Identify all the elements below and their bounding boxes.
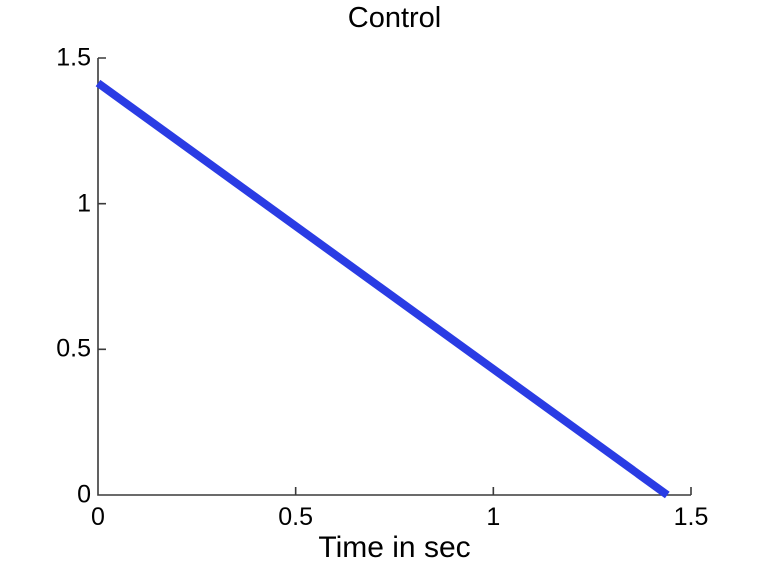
chart-title: Control: [347, 2, 442, 34]
x-tick-label: 1.5: [673, 503, 709, 531]
x-tick-label: 1: [486, 503, 501, 531]
y-tick-label: 0.5: [56, 334, 91, 363]
y-tick-label: 0: [77, 480, 91, 509]
x-tick-label: 0: [91, 503, 105, 531]
x-axis-label: Time in sec: [318, 531, 471, 564]
y-tick-label: 1: [77, 189, 91, 218]
y-tick-label: 1.5: [56, 43, 91, 72]
x-tick-label: 0.5: [278, 503, 314, 531]
axis-lines: [97, 57, 692, 496]
axes: [97, 57, 692, 496]
line-series-group: [95, 79, 670, 499]
series-control-trajectory: [95, 79, 670, 499]
